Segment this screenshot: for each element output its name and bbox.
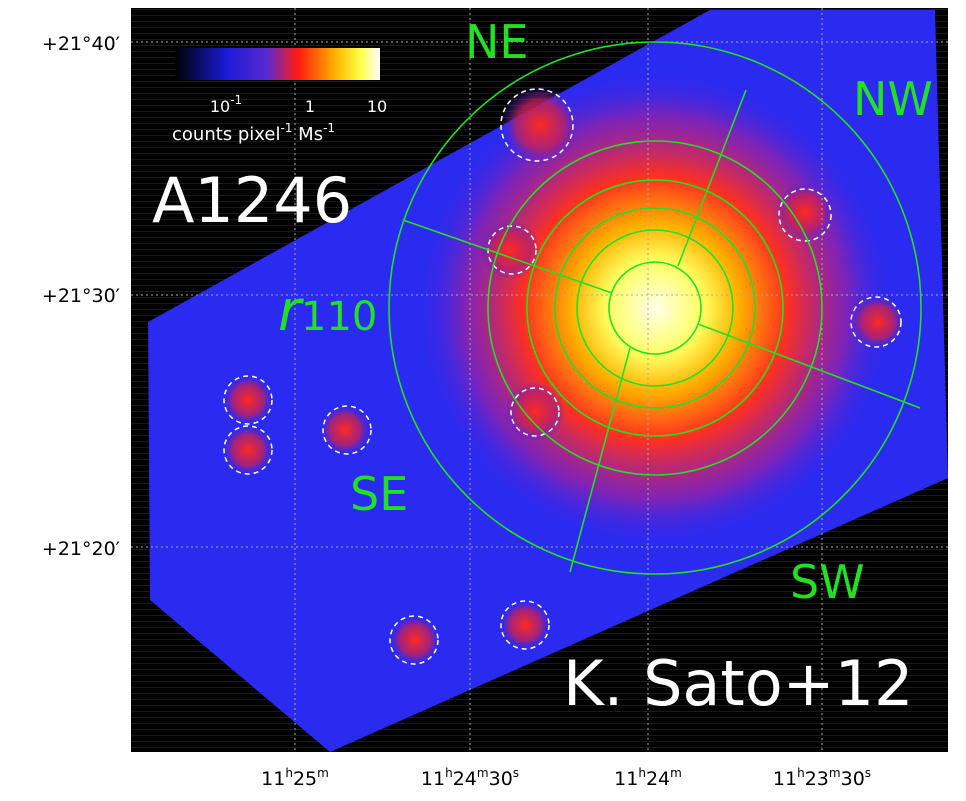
x-label: 11h24m30s [421, 766, 519, 790]
label-part: 11 [614, 768, 638, 790]
label-part: h [797, 766, 805, 780]
tick-part: 10 [210, 97, 230, 116]
label-part: h [285, 766, 293, 780]
label-part: 30 [841, 768, 865, 790]
cluster-name: A1246 [152, 164, 352, 237]
source [222, 374, 274, 426]
label-part: 11 [261, 768, 285, 790]
source [505, 382, 565, 442]
label-part: m [477, 766, 489, 780]
direction-label: SW [790, 555, 865, 609]
label-part: m [829, 766, 841, 780]
credit: K. Sato+12 [563, 647, 914, 720]
figure: 10-1 1 10 counts pixel-1 Ms-1 A1246 r110… [0, 0, 966, 801]
label-part: -1 [323, 121, 335, 135]
source [500, 85, 580, 165]
x-label: 11h23m30s [773, 766, 871, 790]
source [499, 599, 551, 651]
tick-part: -1 [230, 93, 242, 107]
y-label: +21°30′ [42, 285, 120, 307]
label-part: 11 [773, 768, 797, 790]
label-part: 11 [421, 768, 445, 790]
label-part: m [317, 766, 329, 780]
x-label: 11h24m [614, 766, 682, 790]
direction-label: SE [350, 467, 408, 521]
y-label: +21°20′ [42, 538, 120, 560]
direction-label: NW [853, 72, 933, 126]
label-part: 24 [646, 768, 670, 790]
label-part: 24 [453, 768, 477, 790]
label-part: h [638, 766, 646, 780]
radius-subscript: 110 [301, 294, 377, 340]
page: 10-1 1 10 counts pixel-1 Ms-1 A1246 r110… [0, 0, 966, 801]
direction-label: NE [465, 15, 528, 69]
label-part: h [445, 766, 453, 780]
y-axis-labels: +21°40′ +21°30′ +21°20′ [42, 33, 120, 560]
label-part: -1 [280, 121, 292, 135]
label-part: 30 [489, 768, 513, 790]
source [850, 294, 906, 350]
label-part: 23 [805, 768, 829, 790]
label-part: s [513, 766, 519, 780]
source [389, 614, 441, 666]
colorbar [175, 48, 380, 80]
label-part: counts pixel [172, 124, 280, 145]
label-part: 25 [293, 768, 317, 790]
colorbar-tick: 10 [367, 97, 387, 116]
colorbar-label: counts pixel-1 Ms-1 [172, 121, 335, 145]
cluster-core [415, 68, 895, 548]
colorbar-tick: 1 [305, 97, 315, 116]
label-part: s [865, 766, 871, 780]
label-part: m [670, 766, 682, 780]
y-label: +21°40′ [42, 33, 120, 55]
source [222, 424, 274, 476]
label-part: Ms [292, 124, 323, 145]
x-label: 11h25m [261, 766, 329, 790]
